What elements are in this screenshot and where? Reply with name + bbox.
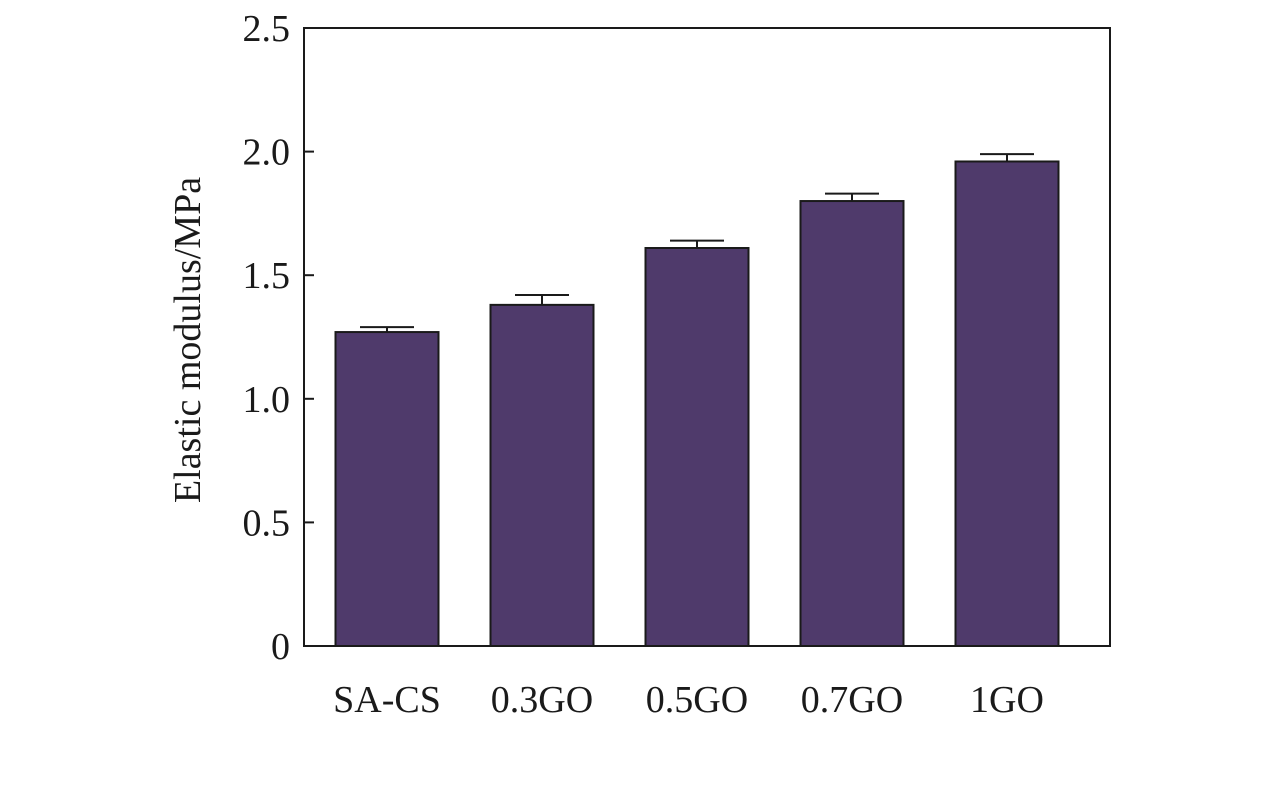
bar-0.3go bbox=[489, 303, 595, 647]
x-tick-label: SA-CS bbox=[333, 679, 441, 721]
bar-1go bbox=[954, 160, 1060, 647]
x-tick-label: 0.3GO bbox=[491, 679, 593, 721]
y-tick-label: 0.5 bbox=[243, 502, 291, 544]
x-axis-labels: SA-CS 0.3GO 0.5GO 0.7GO 1GO bbox=[333, 679, 1044, 721]
bar-0.5go bbox=[644, 247, 750, 647]
x-tick-label: 0.7GO bbox=[801, 679, 903, 721]
y-axis-ticks: 0 0.5 1.0 1.5 2.0 2.5 bbox=[243, 8, 314, 668]
x-tick-label: 0.5GO bbox=[646, 679, 748, 721]
y-tick-label: 2.0 bbox=[243, 132, 291, 174]
y-tick-label: 1.0 bbox=[243, 379, 291, 421]
error-bars-layer bbox=[360, 153, 1034, 333]
bars-layer bbox=[334, 160, 1060, 647]
y-axis-title: Elastic modulus/MPa bbox=[167, 177, 209, 503]
y-tick-label: 0 bbox=[271, 626, 290, 668]
y-tick-label: 2.5 bbox=[243, 8, 291, 50]
x-tick-label: 1GO bbox=[970, 679, 1044, 721]
plot-frame bbox=[303, 27, 1111, 647]
bar-sa-cs bbox=[334, 331, 440, 647]
bar-0.7go bbox=[799, 200, 905, 647]
y-tick-label: 1.5 bbox=[243, 255, 291, 297]
